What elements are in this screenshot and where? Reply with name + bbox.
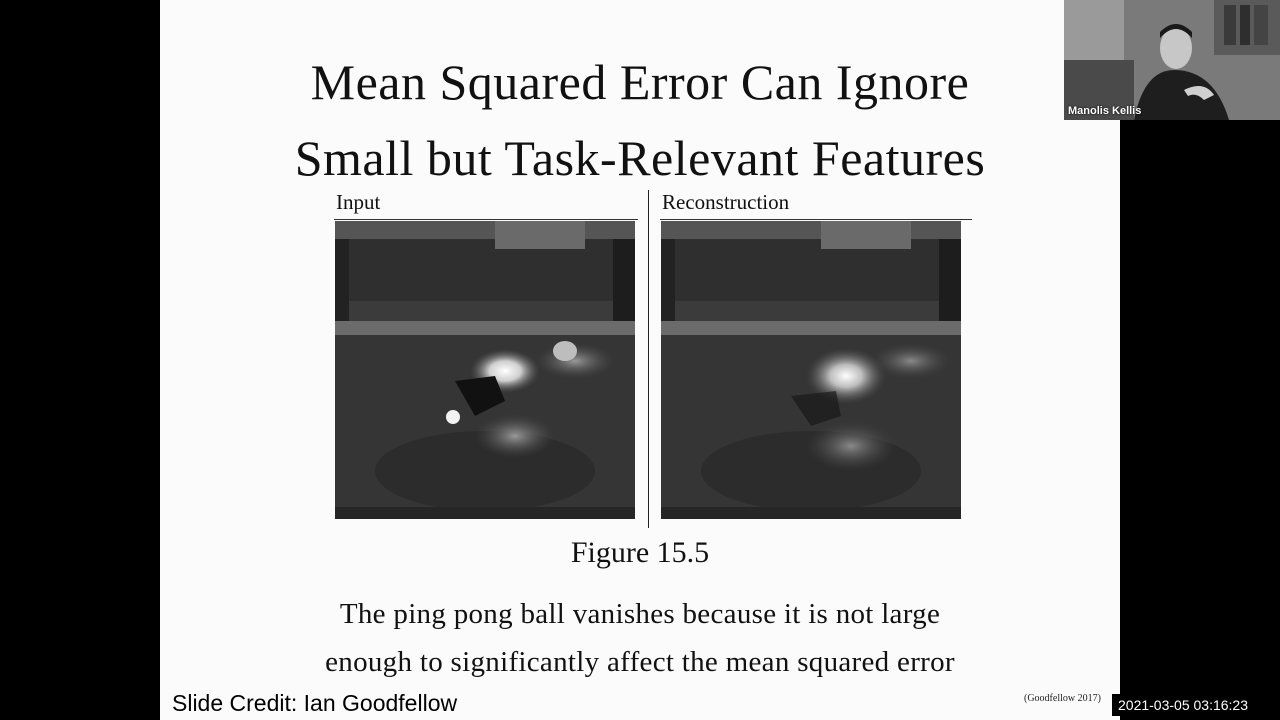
description-line-1: The ping pong ball vanishes because it i… <box>339 598 941 630</box>
slide-title: Mean Squared Error Can Ignore Small but … <box>160 44 1120 196</box>
figure-label: Figure 15.5 <box>570 536 710 569</box>
webcam-video-tile[interactable]: Manolis Kellis <box>1064 0 1280 120</box>
reconstruction-header-rule <box>660 219 972 220</box>
input-label: Input <box>336 190 381 214</box>
slide-title-line-1: Mean Squared Error Can Ignore <box>310 54 970 110</box>
panel-divider <box>648 190 649 528</box>
slide-credit: Slide Credit: Ian Goodfellow <box>172 690 458 716</box>
webcam-video-frame <box>1064 0 1280 120</box>
figure-description: The ping pong ball vanishes because it i… <box>160 590 1120 686</box>
reconstruction-image <box>661 221 961 519</box>
slide: Mean Squared Error Can Ignore Small but … <box>160 0 1120 720</box>
citation: (Goodfellow 2017) <box>1024 693 1101 704</box>
reconstruction-label: Reconstruction <box>662 190 790 214</box>
input-header-rule <box>334 219 638 220</box>
description-line-2: enough to significantly affect the mean … <box>325 646 955 678</box>
slide-title-line-2: Small but Task-Relevant Features <box>294 130 986 186</box>
participant-name: Manolis Kellis <box>1068 105 1142 117</box>
recording-timestamp: 2021-03-05 03:16:23 <box>1112 694 1280 716</box>
input-image <box>335 221 635 519</box>
